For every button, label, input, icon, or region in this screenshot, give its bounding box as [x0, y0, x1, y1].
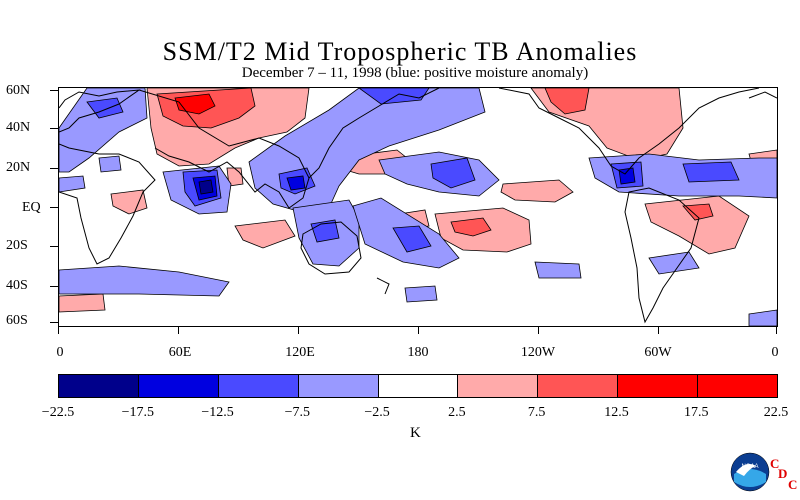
lon-tick	[58, 326, 59, 334]
anomaly-region-red	[110, 189, 148, 215]
lat-label-20s: 20S	[6, 238, 28, 253]
coastline-asia-east	[308, 88, 440, 179]
lon-label-60e: 60E	[168, 345, 192, 360]
anomaly-region-red	[450, 217, 492, 237]
anomaly-region-blue	[59, 88, 148, 173]
lat-label-40s: 40S	[6, 278, 28, 293]
coastline-greenland	[748, 91, 777, 99]
colorbar-tick-label: 2.5	[448, 405, 466, 420]
colorbar-tick-label: 7.5	[527, 405, 546, 420]
cdc-letter: C	[788, 477, 798, 492]
anomaly-region-blue	[358, 88, 430, 105]
colorbar-cell	[698, 375, 778, 397]
colorbar-cell	[378, 375, 459, 397]
negative-anomaly-regions	[59, 88, 777, 326]
anomaly-region-red	[544, 88, 590, 115]
colorbar	[58, 374, 778, 398]
anomaly-region-blue	[534, 261, 582, 279]
noaa-logo-text: NOAA	[741, 464, 758, 470]
colorbar-tick-label: 12.5	[604, 405, 629, 420]
colorbar-tick-label: −22.5	[41, 405, 75, 420]
map-title: SSM/T2 Mid Tropospheric TB Anomalies	[162, 37, 638, 66]
colorbar-cell	[218, 375, 299, 397]
anomaly-region-red	[682, 203, 714, 221]
lat-tick	[50, 90, 58, 91]
cdc-letter: C	[770, 456, 780, 471]
anomaly-region-blue	[286, 175, 306, 191]
coastline-north-america	[498, 88, 760, 175]
map-subtitle: December 7 – 11, 1998 (blue: positive mo…	[241, 65, 589, 81]
lat-label-60s: 60S	[6, 313, 28, 328]
colorbar-tick-label: −17.5	[121, 405, 154, 420]
anomaly-region-blue	[404, 285, 438, 303]
colorbar-tick-label: −7.5	[284, 405, 311, 420]
lon-label-180: 180	[407, 345, 429, 360]
coastline-south-america	[624, 187, 700, 324]
anomaly-map-svg	[59, 88, 777, 326]
lon-label-60w: 60W	[644, 345, 672, 360]
lon-label-0: 0	[56, 345, 64, 360]
colorbar-unit-label: K	[410, 425, 421, 441]
anomaly-region-blue	[59, 175, 86, 193]
anomaly-region-blue	[618, 167, 636, 185]
lat-label-20n: 20N	[6, 160, 31, 175]
anomaly-region-blue	[198, 179, 214, 195]
lat-label-40n: 40N	[6, 120, 31, 135]
lon-tick	[298, 326, 299, 334]
lat-label-60n: 60N	[6, 83, 31, 98]
colorbar-cell	[138, 375, 219, 397]
lat-tick	[50, 128, 58, 129]
lat-tick	[50, 207, 58, 208]
colorbar-cell	[538, 375, 619, 397]
colorbar-tick-label: 22.5	[763, 405, 789, 420]
anomaly-region-blue	[682, 161, 740, 183]
colorbar-tick-label: 17.5	[683, 405, 709, 420]
lon-tick	[178, 326, 179, 334]
lat-label-eq: EQ	[22, 200, 41, 215]
lon-label-120w: 120W	[520, 345, 556, 360]
colorbar-tick-label: −2.5	[364, 405, 390, 420]
colorbar-cell	[458, 375, 539, 397]
lon-tick	[418, 326, 419, 334]
lat-tick	[50, 322, 58, 323]
lon-tick	[776, 326, 777, 334]
coastline-australia	[300, 221, 362, 275]
coastline-africa	[59, 143, 156, 265]
colorbar-cell	[298, 375, 379, 397]
lon-tick	[538, 326, 539, 334]
lat-tick	[50, 168, 58, 169]
colorbar-cell	[618, 375, 699, 397]
anomaly-region-red	[500, 179, 574, 203]
coastline-asia	[138, 89, 310, 209]
noaa-logo: NOAA	[730, 452, 770, 492]
anomaly-region-red	[59, 293, 106, 313]
colorbar-cell	[59, 375, 139, 397]
anomaly-region-blue	[648, 251, 700, 275]
anomaly-region-blue	[748, 309, 777, 326]
anomaly-region-blue	[59, 265, 230, 297]
lon-label-120e: 120E	[285, 345, 315, 360]
colorbar-tick-label: −12.5	[201, 405, 234, 420]
lat-tick	[50, 246, 58, 247]
lon-tick	[658, 326, 659, 334]
coastline-new-zealand	[376, 277, 390, 295]
anomaly-region-red	[234, 219, 296, 249]
anomaly-region-blue	[98, 155, 122, 173]
lat-tick	[50, 286, 58, 287]
anomaly-map	[58, 87, 778, 327]
coastlines	[59, 88, 777, 324]
anomaly-region-blue	[392, 225, 432, 253]
anomaly-region-blue	[430, 157, 476, 189]
cdc-letter: D	[778, 466, 788, 481]
lon-label-0-east: 0	[771, 345, 779, 360]
